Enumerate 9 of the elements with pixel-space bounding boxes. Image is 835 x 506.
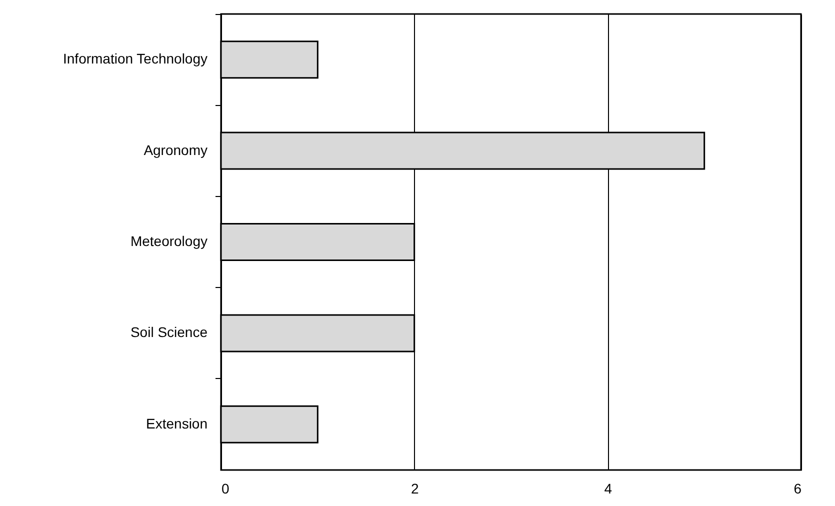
x-tick-label: 0: [222, 480, 230, 496]
y-tick-label: Soil Science: [130, 324, 208, 340]
x-tick-label: 6: [794, 480, 802, 496]
y-tick-label: Extension: [146, 415, 208, 432]
x-tick-label: 2: [410, 480, 419, 496]
y-tick-label: Meteorology: [130, 233, 208, 249]
y-tick-label: Agronomy: [144, 142, 208, 158]
y-tick-label: Information Technology: [63, 50, 208, 67]
x-tick-label: 4: [604, 480, 612, 496]
